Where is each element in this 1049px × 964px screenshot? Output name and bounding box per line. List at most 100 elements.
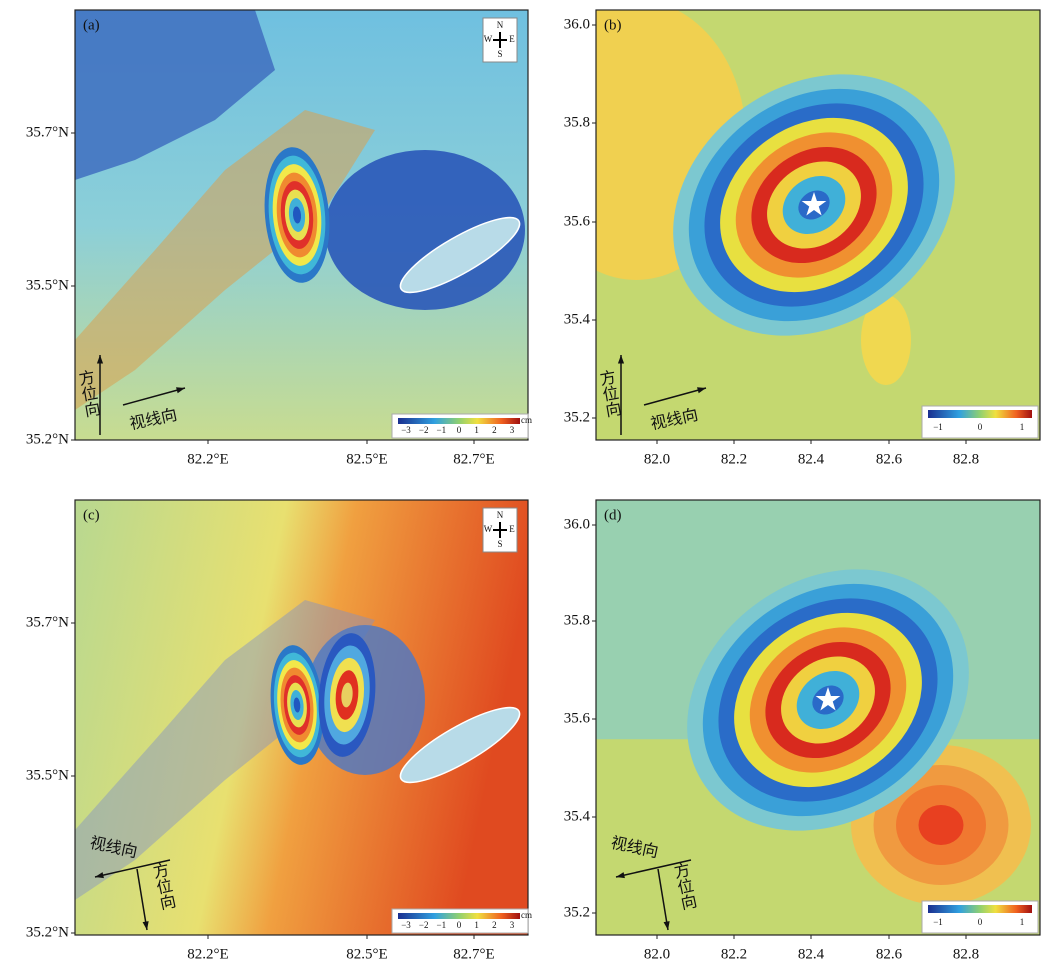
x-tick-label: 82.0 — [644, 946, 670, 962]
frame — [595, 9, 1041, 441]
colorbar-ramp — [928, 410, 1032, 418]
x-tick-label: 82.2 — [721, 451, 747, 467]
map-image — [75, 10, 528, 440]
x-tick-label: 82.5°E — [346, 451, 387, 467]
colorbar-unit: cm — [521, 415, 532, 425]
colorbar-tick: −1 — [437, 920, 447, 930]
colorbar: −1 0 1 — [921, 405, 1039, 439]
y-tick-label: 35.2°N — [26, 924, 69, 940]
y-tick-label: 35.7°N — [26, 614, 69, 630]
y-tick-label: 35.5°N — [26, 767, 69, 783]
colorbar: −3 −2 −1 0 1 2 3 cm — [391, 413, 532, 439]
panel-label: (b) — [604, 17, 622, 33]
epicenter — [801, 192, 827, 216]
colorbar-tick: −1 — [437, 425, 447, 435]
compass-letter: W — [484, 524, 493, 534]
colorbar-tick: 0 — [457, 920, 462, 930]
arrow-head — [663, 921, 670, 930]
x-tick-label: 82.7°E — [453, 946, 494, 962]
y-tick-label: 35.7°N — [26, 124, 69, 140]
colorbar-tick: −3 — [401, 425, 411, 435]
x-tick-label: 82.8 — [953, 946, 979, 962]
map-image — [75, 500, 528, 935]
y-tick-label: 35.2 — [564, 904, 590, 920]
highland — [75, 10, 275, 180]
fringe — [918, 805, 964, 845]
lake — [399, 706, 521, 784]
fringe — [341, 682, 353, 708]
compass-letter: W — [484, 34, 493, 44]
y-tick-label: 35.6 — [564, 213, 591, 229]
y-tick-label: 35.8 — [564, 612, 590, 628]
colorbar-tick: 0 — [978, 422, 983, 432]
x-tick-label: 82.6 — [876, 946, 903, 962]
colorbar-tick: 1 — [474, 425, 479, 435]
compass: N SW E — [482, 17, 518, 63]
compass-letter: N — [497, 20, 504, 30]
map-image — [596, 500, 1040, 935]
colorbar-tick: −2 — [419, 920, 429, 930]
arrow — [136, 868, 148, 931]
arrow-head — [176, 387, 185, 394]
panel-label: (c) — [83, 507, 100, 523]
y-tick-label: 35.2 — [564, 409, 590, 425]
y-tick-label: 35.4 — [564, 808, 591, 824]
compass-letter: S — [497, 539, 502, 549]
compass-letter: S — [497, 49, 502, 59]
lake — [399, 216, 521, 294]
y-tick-label: 36.0 — [564, 516, 590, 532]
y-tick-label: 36.0 — [564, 16, 590, 32]
colorbar-unit: cm — [521, 910, 532, 920]
colorbar-tick: 3 — [510, 920, 515, 930]
compass: N SW E — [482, 507, 518, 553]
x-tick-label: 82.6 — [876, 451, 903, 467]
fringe — [292, 206, 302, 224]
arrow-head — [95, 872, 104, 879]
arrow — [643, 387, 707, 406]
colorbar-ramp — [398, 913, 520, 919]
x-tick-label: 82.0 — [644, 451, 670, 467]
arrow-head — [96, 355, 104, 364]
x-tick-label: 82.8 — [953, 451, 979, 467]
basin — [325, 150, 525, 310]
high — [861, 295, 911, 385]
colorbar-tick: −3 — [401, 920, 411, 930]
colorbar-tick: 2 — [492, 920, 497, 930]
colorbar: −3 −2 −1 0 1 2 3 cm — [391, 908, 532, 934]
y-tick-label: 35.4 — [564, 311, 591, 327]
colorbar-tick: −2 — [419, 425, 429, 435]
x-tick-label: 82.2°E — [187, 451, 228, 467]
colorbar-tick: 3 — [510, 425, 515, 435]
colorbar: −1 0 1 — [921, 900, 1039, 934]
x-tick-label: 82.2°E — [187, 946, 228, 962]
x-tick-label: 82.4 — [798, 946, 825, 962]
epicenter — [815, 687, 841, 711]
arrow-head — [617, 355, 625, 364]
colorbar-tick: 0 — [978, 917, 983, 927]
colorbar-ramp — [398, 418, 520, 424]
compass-letter: E — [509, 34, 515, 44]
colorbar-tick: −1 — [933, 917, 943, 927]
colorbar-tick: 1 — [1020, 422, 1025, 432]
y-tick-label: 35.6 — [564, 710, 591, 726]
x-tick-label: 82.2 — [721, 946, 747, 962]
colorbar-tick: 0 — [457, 425, 462, 435]
arrow — [615, 859, 692, 878]
x-tick-label: 82.4 — [798, 451, 825, 467]
compass-letter: E — [509, 524, 515, 534]
y-tick-label: 35.2°N — [26, 431, 69, 447]
arrow-head — [616, 872, 625, 879]
arrow — [122, 387, 186, 406]
arrow-head — [142, 921, 149, 930]
colorbar-tick: 1 — [1020, 917, 1025, 927]
arrow — [94, 859, 171, 878]
frame — [595, 499, 1041, 936]
compass-letter: N — [497, 510, 504, 520]
colorbar-tick: 2 — [492, 425, 497, 435]
y-tick-label: 35.5°N — [26, 277, 69, 293]
y-tick-label: 35.8 — [564, 114, 590, 130]
